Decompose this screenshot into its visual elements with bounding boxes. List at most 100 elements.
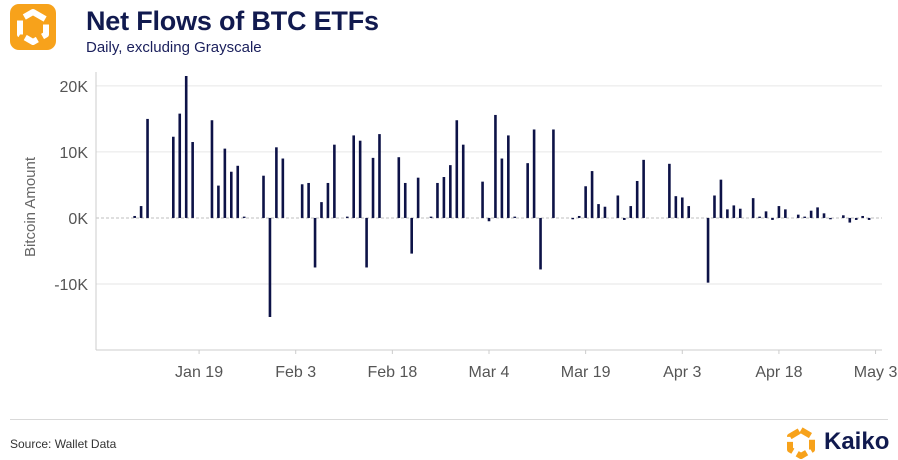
flow-bar	[784, 209, 787, 218]
flow-bar	[526, 163, 529, 218]
x-tick-label: Jan 19	[175, 364, 223, 381]
flow-bar	[494, 114, 497, 218]
flow-bar	[771, 217, 774, 220]
flow-bar	[416, 177, 420, 218]
flow-bar	[178, 113, 182, 218]
flow-bar	[532, 129, 536, 218]
flow-bar	[642, 159, 645, 218]
flow-bar	[139, 206, 143, 218]
flow-bar	[842, 215, 845, 218]
flow-bar	[333, 144, 336, 218]
x-tick-label: Apr 18	[755, 364, 802, 381]
axes: 20K 10K 0K -10K Jan 19 Feb 3 Feb 18 Mar 4 Mar 19…	[22, 72, 897, 381]
flow-bar	[397, 157, 401, 218]
chart-header: Net Flows of BTC ETFs Daily, excluding G…	[10, 4, 890, 64]
flow-bar	[403, 182, 407, 218]
flow-bar	[571, 217, 575, 220]
flow-bar	[436, 182, 439, 218]
flow-bar	[262, 175, 265, 218]
flow-bar	[590, 171, 594, 218]
flow-bar	[751, 198, 755, 218]
flow-bar	[365, 217, 368, 268]
flow-bar	[706, 217, 710, 283]
flow-bar	[809, 210, 813, 218]
flow-bar	[635, 180, 639, 218]
source-note: Source: Wallet Data	[10, 437, 117, 451]
x-tick-label: Apr 3	[663, 364, 701, 381]
x-tick-label: May 3	[854, 364, 898, 381]
x-tick-label: Mar 4	[469, 364, 510, 381]
flow-bar	[210, 120, 214, 218]
flow-bar	[597, 204, 600, 218]
flow-bar	[313, 217, 317, 268]
chart-subtitle: Daily, excluding Grayscale	[86, 39, 262, 56]
bar-chart: 20K 10K 0K -10K Jan 19 Feb 3 Feb 18 Mar 4 Mar 19…	[22, 72, 897, 381]
flow-bar	[758, 216, 761, 218]
flow-bar	[481, 181, 484, 218]
flow-bar	[687, 206, 691, 218]
flow-bar	[378, 134, 381, 218]
flow-bar	[861, 215, 864, 218]
grid-lines	[96, 85, 882, 285]
flow-bar	[449, 165, 452, 218]
flow-bar	[442, 177, 446, 218]
flow-bar	[146, 118, 149, 218]
footer-divider	[10, 419, 888, 420]
flow-bar	[616, 195, 620, 218]
flow-bar	[461, 144, 465, 218]
y-tick-label: -10K	[54, 277, 88, 294]
flow-bar	[236, 165, 240, 218]
flow-bar	[629, 206, 633, 218]
flow-bar	[854, 217, 858, 220]
flow-bar	[726, 209, 729, 218]
flow-bar	[217, 185, 220, 218]
flow-bar	[777, 206, 781, 218]
bar-series	[133, 76, 871, 317]
x-tick-label: Feb 3	[275, 364, 316, 381]
chart-title: Net Flows of BTC ETFs	[86, 6, 379, 36]
flow-bar	[848, 217, 852, 223]
flow-bar	[867, 217, 871, 220]
flow-bar	[816, 207, 819, 218]
kaiko-brand-icon	[787, 427, 815, 459]
flow-bar	[719, 179, 723, 218]
flow-bar	[487, 217, 491, 222]
y-axis-title: Bitcoin Amount	[22, 156, 39, 257]
flow-bar	[133, 215, 136, 218]
flow-bar	[738, 208, 742, 218]
flow-bar	[358, 140, 362, 218]
flow-bar	[268, 217, 272, 317]
y-tick-label: 10K	[60, 145, 89, 162]
flow-bar	[764, 211, 768, 218]
flow-bar	[668, 163, 671, 218]
flow-bar	[822, 213, 826, 218]
flow-bar	[713, 195, 716, 218]
flow-bar	[345, 216, 349, 218]
flow-bar	[371, 157, 375, 218]
flow-bar	[455, 120, 459, 218]
flow-bar	[191, 142, 194, 218]
flow-bar	[281, 158, 285, 218]
flow-bar	[513, 216, 517, 218]
flow-bar	[623, 217, 626, 220]
brand-mark: Kaiko	[784, 426, 894, 460]
x-tick-label: Mar 19	[561, 364, 611, 381]
flow-bar	[577, 215, 581, 218]
flow-bar	[680, 197, 684, 218]
flow-bar	[230, 171, 233, 218]
flow-bar	[732, 205, 736, 218]
flow-bar	[223, 148, 227, 218]
flow-bar	[796, 214, 800, 218]
flow-bar	[320, 202, 323, 218]
flow-bar	[603, 206, 607, 218]
flow-bar	[184, 76, 188, 218]
flow-bar	[300, 184, 304, 218]
flow-bar	[500, 158, 504, 218]
flow-bar	[172, 136, 175, 218]
flow-bar	[410, 217, 413, 254]
flow-bar	[275, 147, 278, 218]
flow-bar	[352, 135, 355, 218]
flow-bar	[429, 216, 433, 218]
brand-name: Kaiko	[824, 428, 890, 455]
flow-bar	[242, 216, 246, 218]
